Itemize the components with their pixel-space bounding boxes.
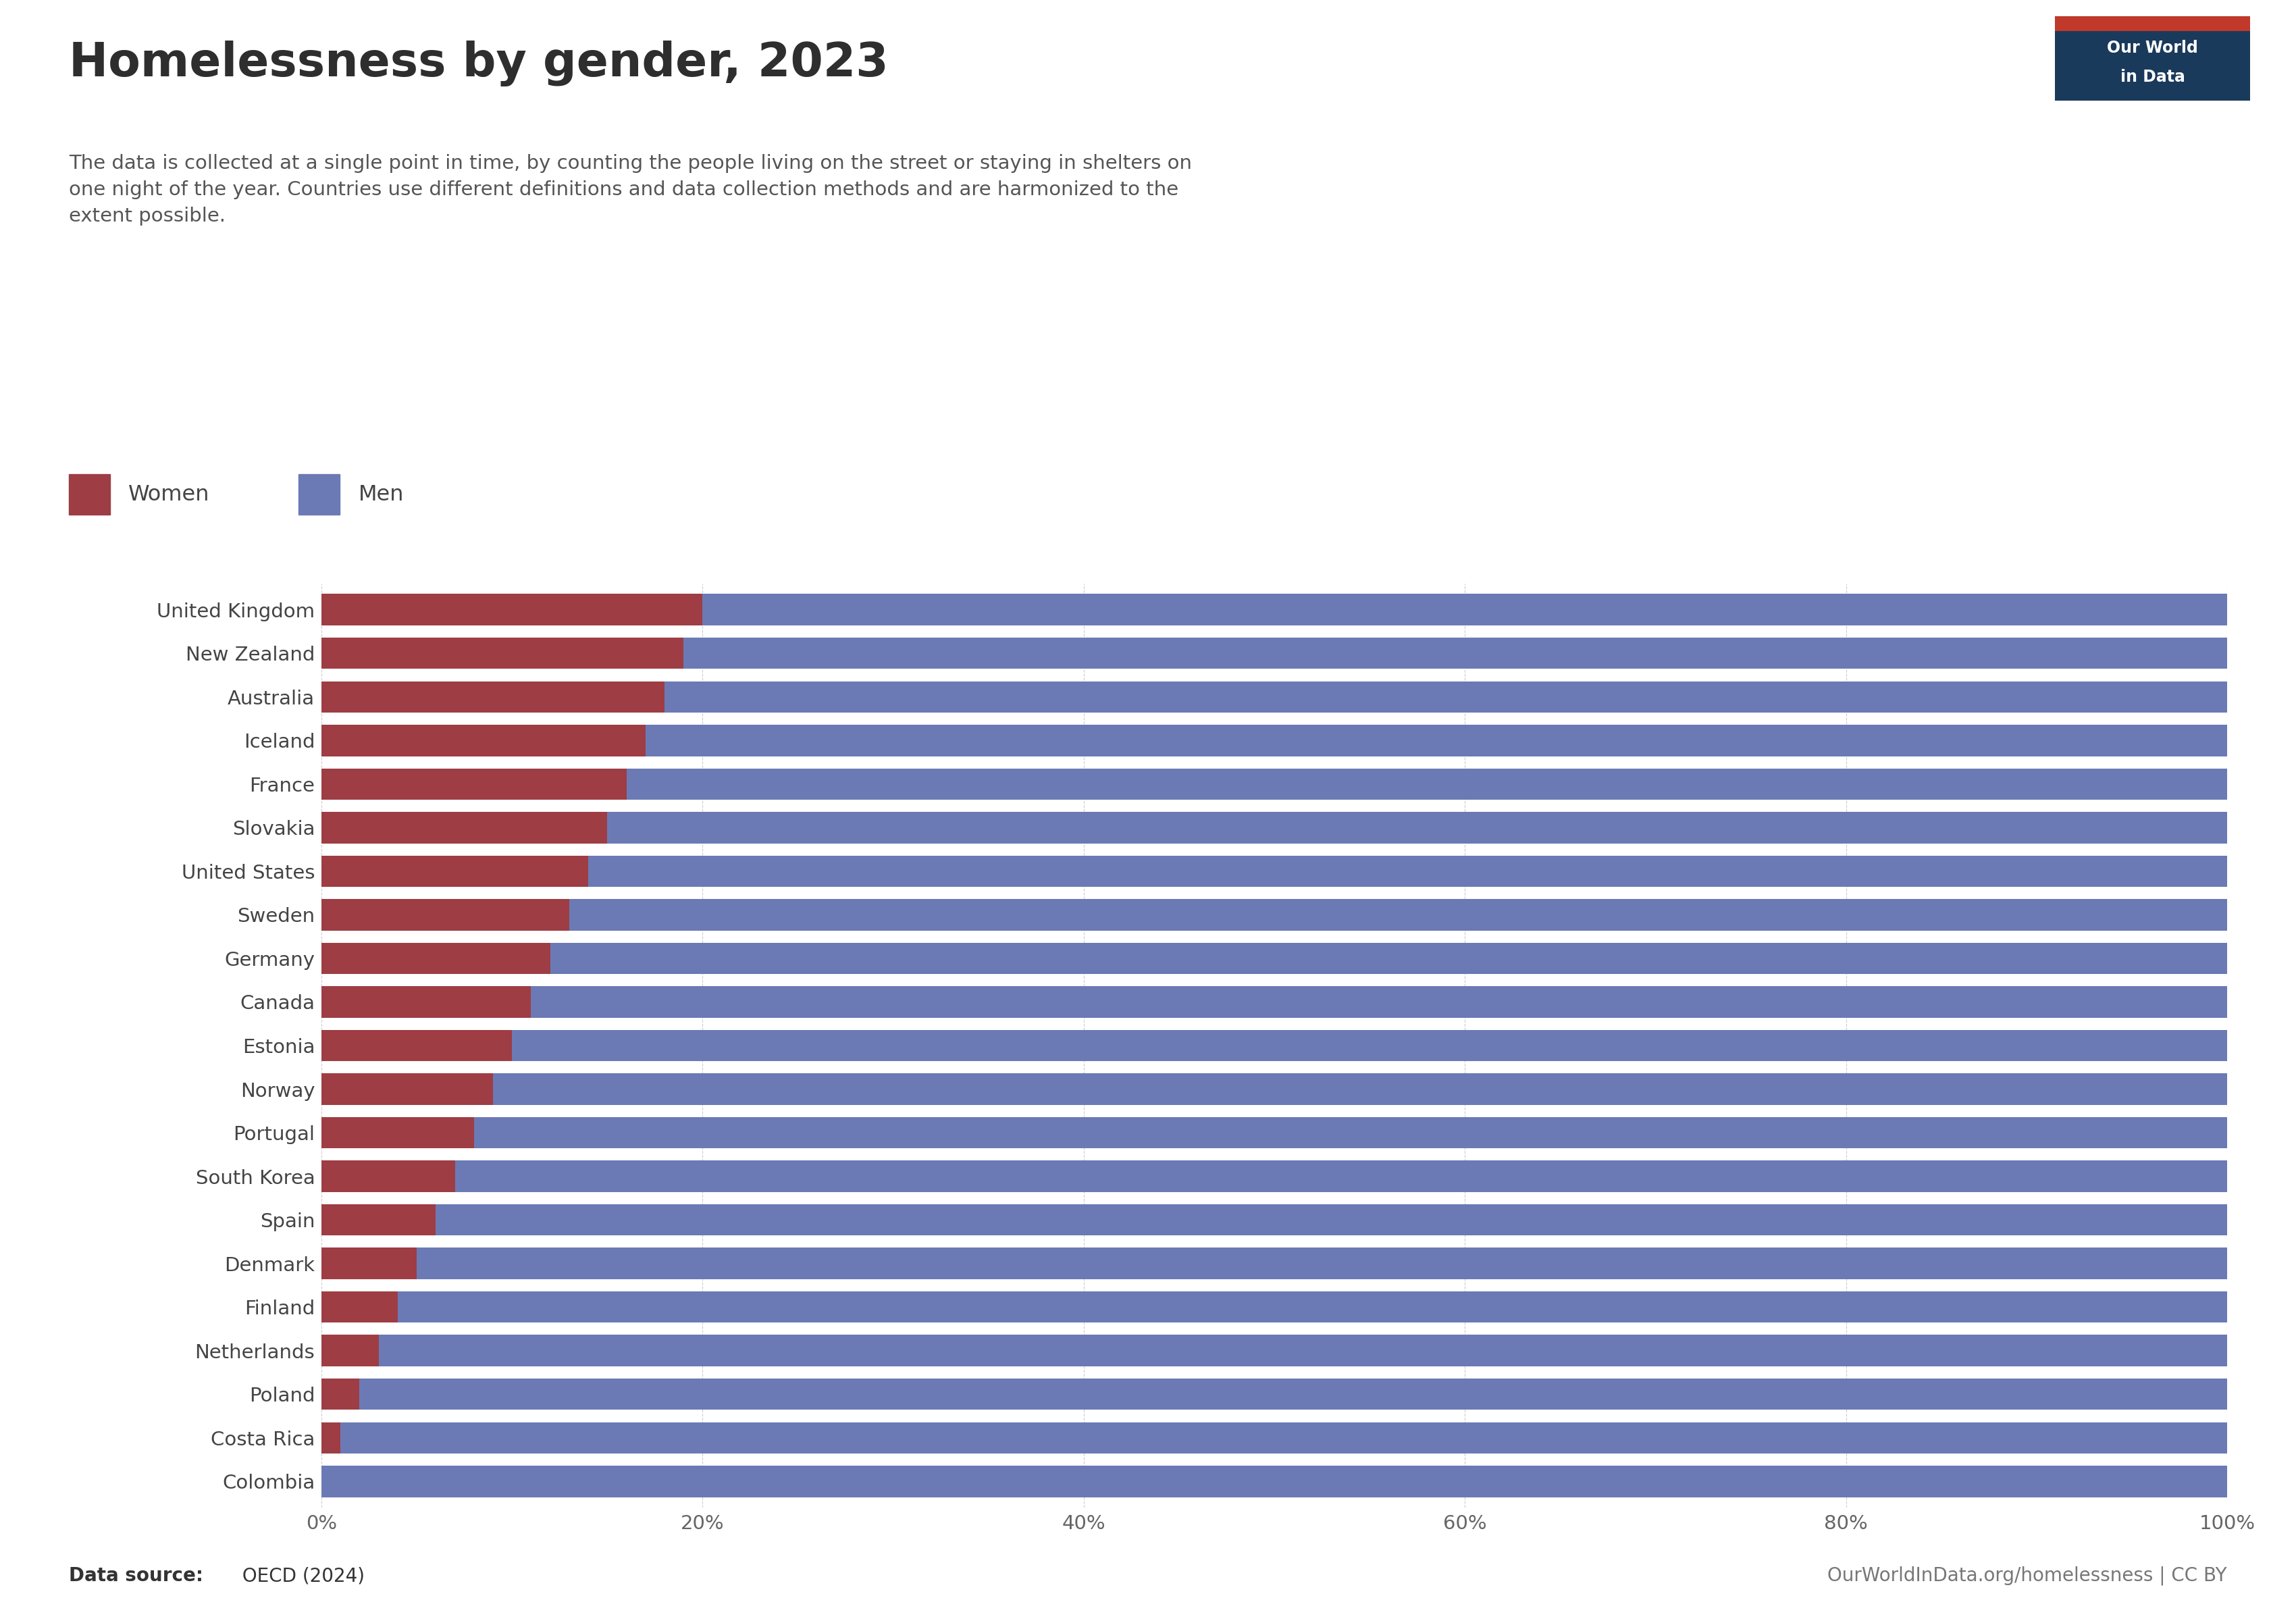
Bar	[321, 1204, 436, 1235]
Bar	[321, 1378, 2227, 1410]
Bar	[321, 812, 606, 843]
Bar	[321, 637, 2227, 669]
Text: OurWorldInData.org/homelessness | CC BY: OurWorldInData.org/homelessness | CC BY	[1828, 1566, 2227, 1585]
Text: OECD (2024): OECD (2024)	[236, 1566, 365, 1585]
Text: Homelessness by gender, 2023: Homelessness by gender, 2023	[69, 41, 889, 86]
Bar	[321, 856, 588, 887]
Bar	[321, 856, 2227, 887]
Bar	[321, 768, 2227, 799]
Bar	[321, 1204, 2227, 1235]
Bar	[321, 593, 2227, 626]
Bar	[321, 768, 627, 799]
Bar	[321, 1422, 340, 1454]
Text: in Data: in Data	[2119, 68, 2186, 84]
Bar	[321, 1161, 2227, 1191]
Bar	[321, 900, 2227, 930]
Bar	[321, 637, 684, 669]
Bar	[321, 943, 2227, 974]
Text: Men: Men	[358, 485, 404, 504]
Bar	[321, 1422, 2227, 1454]
Bar	[321, 1117, 2227, 1148]
Bar	[321, 1073, 494, 1106]
Bar	[321, 943, 551, 974]
Text: Women: Women	[129, 485, 209, 504]
Bar	[321, 1465, 2227, 1498]
Bar	[321, 1248, 418, 1279]
Bar	[321, 1029, 512, 1062]
Text: The data is collected at a single point in time, by counting the people living o: The data is collected at a single point …	[69, 154, 1192, 225]
Bar	[321, 1292, 397, 1323]
Bar	[321, 593, 703, 626]
Bar	[321, 681, 664, 713]
Bar	[321, 986, 2227, 1018]
Bar	[321, 1248, 2227, 1279]
Bar	[321, 725, 2227, 755]
Bar	[321, 725, 645, 755]
Bar	[321, 1073, 2227, 1106]
Bar	[321, 1378, 360, 1410]
Bar	[321, 812, 2227, 843]
Bar	[321, 1336, 2227, 1367]
Bar	[321, 1117, 473, 1148]
Bar	[321, 1336, 379, 1367]
Bar	[321, 681, 2227, 713]
Bar	[321, 1029, 2227, 1062]
Bar	[321, 986, 530, 1018]
Bar	[321, 900, 569, 930]
Text: Our World: Our World	[2108, 41, 2197, 57]
Text: Data source:: Data source:	[69, 1566, 204, 1585]
Bar	[321, 1292, 2227, 1323]
Bar	[321, 1161, 455, 1191]
